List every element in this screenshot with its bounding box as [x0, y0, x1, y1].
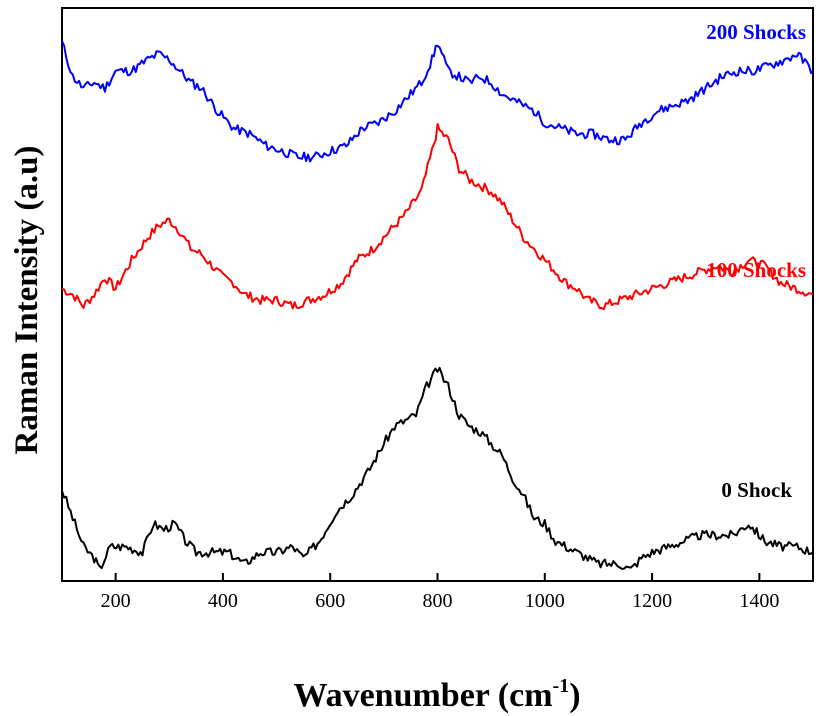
series-label-200-shocks: 200 Shocks [706, 20, 806, 44]
series-line-100-shocks [61, 123, 814, 311]
x-axis-ticks: 200 400 600 800 1000 1200 1400 [101, 573, 779, 612]
series-label-0-shock: 0 Shock [721, 478, 792, 502]
series-line-200-shocks [61, 40, 814, 163]
x-axis-title: Wavenumber (cm-1) [293, 675, 580, 714]
x-tick-label: 1200 [632, 590, 672, 612]
x-axis-title-close: ) [569, 677, 580, 714]
x-tick-label: 1400 [739, 590, 779, 612]
x-axis-title-superscript: -1 [553, 675, 570, 697]
series-group [61, 40, 814, 570]
x-tick-label: 600 [315, 590, 345, 612]
x-tick-label: 400 [208, 590, 238, 612]
plot-area [61, 7, 814, 582]
series-label-100-shocks: 100 Shocks [706, 258, 806, 282]
x-tick-label: 800 [423, 590, 453, 612]
x-tick-label: 200 [101, 590, 131, 612]
y-axis-title: Raman Intensity (a.u) [9, 146, 45, 455]
x-axis-title-main: Wavenumber (cm [293, 677, 552, 714]
x-tick-label: 1000 [525, 590, 565, 612]
series-line-0-shock [61, 366, 814, 570]
series-labels: 0 Shock 100 Shocks 200 Shocks [706, 20, 806, 502]
